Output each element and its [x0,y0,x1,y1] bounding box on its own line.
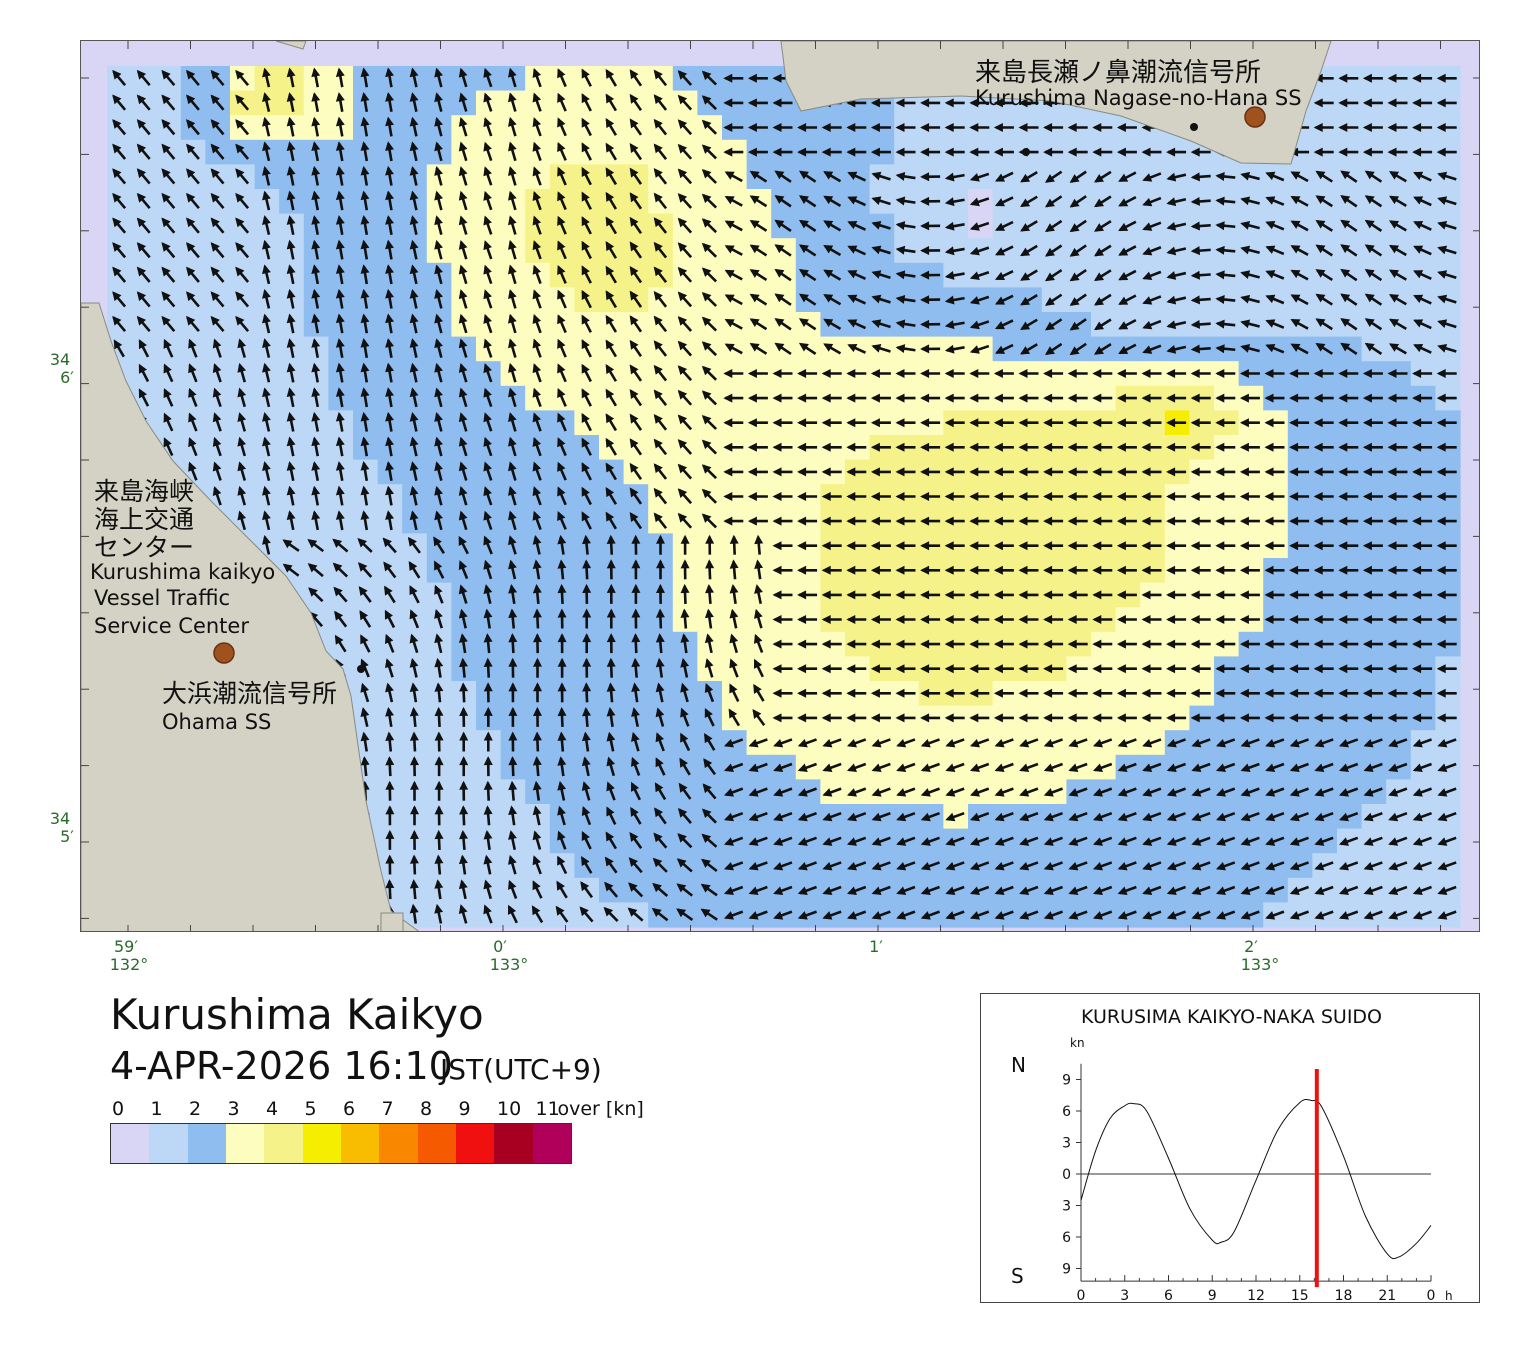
nagase-station-label-ja: 来島長瀬ノ鼻潮流信号所 [975,58,1262,88]
legend-swatch [111,1124,150,1163]
tide-y-tick-label: 6 [1062,1104,1071,1120]
lon-label-2-min: 2′ [1244,937,1258,956]
legend-tick-labels: 0 1 2 3 4 5 6 7 8 9 10 11 over [kn] [110,1098,670,1122]
legend-swatch [264,1124,303,1163]
tide-x-unit: h [1445,1289,1453,1303]
lat-label-34-5-min: 5′ [60,827,74,846]
legend-swatch [149,1124,188,1163]
legend-swatch [225,1124,265,1163]
page-title: Kurushima Kaikyo [110,990,484,1039]
tide-y-tick-label: 0 [1062,1167,1071,1183]
lon-label-133-deg: 133° [489,955,529,974]
lat-label-34-5-deg: 34 [49,809,71,828]
lon-label-133-deg-b: 133° [1240,955,1280,974]
tide-y-tick-label: 6 [1062,1230,1071,1246]
tide-x-tick-label: 21 [1378,1288,1396,1304]
tide-x-tick-label: 0 [1427,1288,1436,1304]
lon-label-59-min: 59′ [114,937,138,956]
tide-x-tick-label: 0 [1077,1288,1086,1304]
legend-swatch [494,1124,533,1163]
land-south-pier [380,912,404,931]
legend-tick: 4 [266,1098,279,1120]
tide-y-tick-label: 9 [1062,1262,1071,1278]
lon-label-1-min: 1′ [869,937,883,956]
legend-swatch [532,1124,571,1163]
tide-unit-label: kn [1070,1036,1085,1050]
lat-label-34-6-deg: 34 [49,350,71,369]
tide-x-tick-label: 6 [1164,1288,1173,1304]
legend-tick: 5 [304,1098,317,1120]
tide-south-label: S [1011,1264,1024,1288]
legend-swatch [455,1124,495,1163]
tide-x-tick-label: 15 [1291,1288,1309,1304]
legend-tick: 3 [227,1098,240,1120]
nagase-station-label-en: Kurushima Nagase-no-Hana SS [975,86,1302,110]
legend-tick: 6 [343,1098,356,1120]
vts-label-ja-3: センター [94,533,195,562]
tide-x-tick-label: 9 [1208,1288,1217,1304]
legend-tick: 2 [189,1098,202,1120]
tide-north-label: N [1011,1053,1026,1077]
current-map[interactable] [80,40,1480,932]
current-map-canvas [81,41,1479,931]
legend-tick: 0 [112,1098,125,1120]
tide-x-tick-label: 18 [1335,1288,1353,1304]
lon-label-132-deg: 132° [109,955,149,974]
tide-curve [1080,1098,1432,1260]
ohama-station-label-ja: 大浜潮流信号所 [162,679,338,708]
tide-chart-title: KURUSIMA KAIKYO-NAKA SUIDO [1081,1006,1382,1028]
nav-mark [357,665,365,673]
legend-color-bar [110,1123,572,1164]
nav-mark [1022,148,1030,156]
nagase-station-marker [1244,106,1266,128]
tide-y-tick-label: 3 [1062,1199,1071,1215]
vts-label-en-2: Vessel Traffic [94,586,231,610]
legend-swatch [302,1124,341,1163]
legend-swatch [340,1124,380,1163]
legend-tick: 9 [458,1098,471,1120]
tide-y-tick-label: 9 [1062,1073,1071,1089]
legend-swatch [187,1124,226,1163]
tide-x-tick-label: 12 [1247,1288,1265,1304]
legend-swatch [417,1124,456,1163]
timezone-label: JST(UTC+9) [440,1053,602,1086]
lon-label-0-min: 0′ [493,937,507,956]
legend-tick: 11 [535,1098,560,1120]
lat-label-34-6-min: 6′ [60,368,74,387]
vts-label-en-1: Kurushima kaikyo [90,560,276,584]
datetime-label: 4-APR-2026 16:10 [110,1044,453,1088]
legend-swatch [379,1124,418,1163]
legend-tick: 7 [381,1098,394,1120]
legend-tick: 1 [150,1098,163,1120]
vts-label-en-3: Service Center [94,614,249,638]
legend-tick: 10 [497,1098,522,1120]
legend-over-unit: over [kn] [557,1098,644,1120]
ohama-station-marker [213,642,235,664]
tidal-current-chart: KURUSIMA KAIKYO-NAKA SUIDO kn N S 9 6 3 0 3 6 9 0 3 6… [980,993,1480,1304]
ohama-station-label-en: Ohama SS [162,710,272,734]
tide-x-tick-label: 3 [1120,1288,1129,1304]
nav-mark [1190,123,1198,131]
tide-y-tick-label: 3 [1062,1136,1071,1152]
legend-tick: 8 [420,1098,433,1120]
